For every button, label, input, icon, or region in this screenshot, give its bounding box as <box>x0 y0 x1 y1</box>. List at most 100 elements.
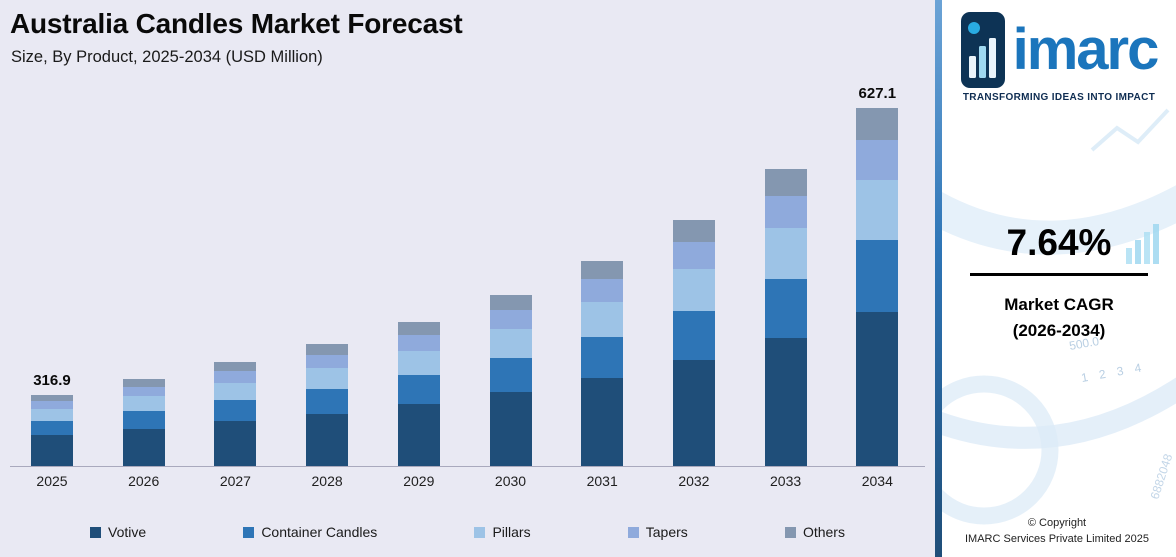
decorative-mini-bars <box>1126 224 1159 264</box>
x-axis-label-2027: 2027 <box>219 473 251 489</box>
segment-votive-2034 <box>856 312 899 466</box>
segment-votive-2026 <box>122 428 165 466</box>
segment-pillars-2028 <box>306 368 349 390</box>
segment-others-2028 <box>306 344 349 355</box>
segment-pillars-2025 <box>31 409 73 422</box>
segment-pillars-2032 <box>672 269 715 312</box>
x-axis-label-2030: 2030 <box>494 473 527 489</box>
segment-others-2033 <box>764 169 807 196</box>
x-axis-label-2029: 2029 <box>403 473 435 489</box>
bar-2026 <box>122 378 165 466</box>
chart-subtitle: Size, By Product, 2025-2034 (USD Million… <box>11 48 323 66</box>
bar-2032 <box>672 220 715 466</box>
copyright-company-line: IMARC Services Private Limited 2025 <box>964 533 1149 546</box>
legend-item-tapers: Tapers <box>627 524 688 540</box>
chart-panel: Australia Candles Market Forecast Size, … <box>0 0 935 557</box>
x-axis-label-2034: 2034 <box>861 473 893 489</box>
segment-pillars-2033 <box>764 228 807 279</box>
bar-value-label-2034: 627.1 <box>858 85 897 102</box>
cagr-value: 7.64% <box>1006 222 1112 263</box>
segment-pillars-2030 <box>489 329 532 359</box>
bar-2027 <box>214 361 257 466</box>
segment-tapers-2026 <box>122 386 165 397</box>
legend: Votive Container Candles Pillars Tapers Othe… <box>90 524 845 540</box>
segment-tapers-2029 <box>397 334 440 351</box>
copyright-symbol-line: © Copyright <box>1027 517 1087 530</box>
segment-container-candles-2029 <box>397 375 440 405</box>
cagr-block: 7.64% Market CAGR (2026-2034) <box>942 222 1176 345</box>
x-axis-label-2028: 2028 <box>311 473 343 489</box>
segment-container-candles-2033 <box>764 278 807 339</box>
segment-container-candles-2032 <box>672 311 715 361</box>
sidebar: 500.0 1 2 3 4 6882048 imarc TRANSFORMING… <box>942 0 1176 557</box>
legend-item-pillars: Pillars <box>474 524 531 540</box>
cagr-underline <box>970 273 1148 276</box>
segment-others-2034 <box>856 107 899 141</box>
cagr-years: (2026-2034) <box>1012 321 1106 341</box>
bar-2025 <box>31 395 73 466</box>
legend-item-container-candles: Container Candles <box>243 524 377 540</box>
segment-container-candles-2027 <box>214 400 257 422</box>
legend-label: Container Candles <box>261 524 378 540</box>
decorative-background-graphics: 500.0 1 2 3 4 6882048 <box>942 108 1176 525</box>
segment-votive-2028 <box>306 413 349 466</box>
segment-pillars-2026 <box>122 396 165 412</box>
legend-item-others: Others <box>784 524 845 540</box>
imarc-logo: imarc <box>942 0 1176 88</box>
legend-label: Pillars <box>492 524 531 540</box>
segment-container-candles-2025 <box>31 421 73 436</box>
bar-2028 <box>306 344 349 466</box>
legend-label: Others <box>802 524 845 540</box>
segment-votive-2029 <box>397 404 440 466</box>
x-axis-label-2025: 2025 <box>36 473 68 489</box>
bar-2031 <box>581 260 624 466</box>
segment-tapers-2025 <box>31 401 73 410</box>
segment-others-2030 <box>489 295 532 311</box>
segment-pillars-2031 <box>581 302 624 337</box>
segment-others-2032 <box>672 220 715 243</box>
segment-others-2029 <box>397 322 440 335</box>
imarc-logo-icon <box>960 12 1005 88</box>
watermark-1234: 1 2 3 4 <box>1080 360 1146 385</box>
segment-tapers-2032 <box>672 242 715 270</box>
segment-tapers-2030 <box>489 310 532 330</box>
segment-votive-2030 <box>489 392 532 466</box>
x-axis-line <box>10 466 925 467</box>
legend-swatch-container-candles <box>243 526 255 538</box>
bar-value-label-2025: 316.9 <box>33 372 71 389</box>
imarc-tagline: TRANSFORMING IDEAS INTO IMPACT <box>962 92 1156 103</box>
watermark-6882048: 6882048 <box>1148 452 1176 501</box>
segment-others-2027 <box>214 361 257 372</box>
segment-votive-2033 <box>764 338 807 466</box>
segment-pillars-2027 <box>214 382 257 401</box>
x-axis-label-2031: 2031 <box>586 473 618 489</box>
segment-pillars-2029 <box>397 350 440 376</box>
plot-area: 316.9 2025 2026 2027 2028 2029 2030 2031 2032 203… <box>31 85 899 489</box>
segment-votive-2027 <box>214 421 257 466</box>
segment-votive-2031 <box>581 377 624 466</box>
segment-tapers-2028 <box>306 354 349 369</box>
accent-divider-strip <box>935 0 942 557</box>
segment-tapers-2031 <box>581 279 624 302</box>
legend-swatch-tapers <box>627 526 639 538</box>
x-axis-label-2026: 2026 <box>128 473 160 489</box>
bar-2030 <box>489 295 532 466</box>
segment-container-candles-2031 <box>581 336 624 378</box>
chart-title: Australia Candles Market Forecast <box>10 8 463 39</box>
copyright: © Copyright IMARC Services Private Limit… <box>942 516 1172 548</box>
segment-container-candles-2034 <box>856 240 899 313</box>
legend-swatch-others <box>784 526 796 538</box>
segment-container-candles-2026 <box>122 411 165 429</box>
segment-others-2031 <box>581 260 624 280</box>
x-axis-label-2032: 2032 <box>678 473 710 489</box>
cagr-label: Market CAGR <box>1004 295 1114 314</box>
legend-label: Tapers <box>645 524 688 540</box>
legend-label: Votive <box>108 524 147 540</box>
segment-container-candles-2028 <box>306 389 349 414</box>
segment-others-2026 <box>122 378 165 387</box>
bar-2034 <box>856 107 899 466</box>
segment-votive-2025 <box>31 435 73 466</box>
watermark-500: 500.0 <box>1068 334 1100 353</box>
segment-container-candles-2030 <box>489 358 532 393</box>
